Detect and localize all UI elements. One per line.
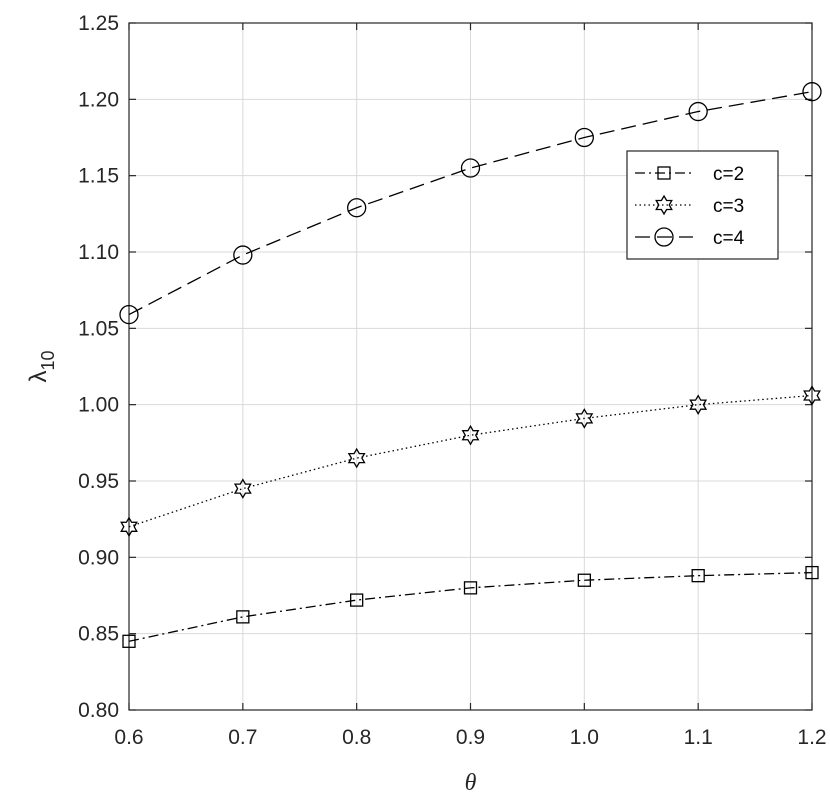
data-point	[802, 82, 822, 102]
data-point	[575, 408, 594, 429]
y-axis-title-subscript: 10	[38, 350, 58, 370]
data-point	[236, 610, 250, 624]
legend-item: c=3	[635, 194, 744, 217]
data-point	[691, 569, 705, 583]
x-tick-label: 0.7	[228, 726, 257, 749]
data-point	[463, 581, 478, 595]
legend-item: c=2	[635, 164, 744, 185]
legend-label: c=3	[713, 196, 744, 217]
data-point	[577, 573, 591, 587]
data-point	[574, 127, 594, 148]
y-tick-label: 0.95	[78, 470, 119, 493]
legend: c=2 c=3 c=4	[626, 150, 779, 260]
y-tick-label: 1.20	[78, 88, 119, 111]
y-tick-label: 1.10	[78, 241, 119, 264]
grid	[128, 22, 813, 711]
data-point	[803, 385, 821, 406]
y-tick-label: 1.00	[78, 394, 119, 417]
x-tick-label: 0.6	[114, 726, 143, 749]
y-axis-title: λ10	[25, 350, 58, 382]
data-point	[122, 634, 136, 648]
series-c=3	[120, 385, 821, 538]
data-point	[347, 447, 366, 469]
x-axis-title: θ	[465, 770, 477, 796]
data-point	[461, 424, 480, 446]
y-tick-label: 1.05	[78, 317, 119, 340]
y-tick-label: 0.80	[78, 699, 119, 722]
data-point	[233, 478, 252, 499]
y-tick-label: 1.15	[78, 165, 119, 188]
y-axis-title-main: λ	[25, 371, 52, 383]
data-point	[119, 304, 139, 325]
series-layer	[119, 82, 822, 648]
series-line	[128, 571, 813, 642]
series-c=4	[119, 82, 822, 325]
legend-marker	[654, 227, 674, 247]
data-point	[233, 245, 253, 265]
legend-marker	[655, 194, 673, 216]
y-tick-label: 0.85	[78, 623, 119, 646]
y-tick-label: 1.25	[78, 12, 119, 35]
legend-box	[626, 150, 779, 260]
data-point	[460, 158, 481, 178]
x-tick-label: 1.2	[797, 726, 826, 749]
legend-item: c=4	[635, 227, 745, 249]
data-point	[689, 394, 708, 415]
data-point	[805, 565, 819, 580]
series-c=2	[122, 565, 819, 648]
data-point	[688, 101, 708, 122]
series-line	[128, 91, 813, 316]
legend-label: c=4	[713, 228, 745, 249]
x-tick-label: 0.8	[342, 726, 371, 749]
x-tick-label: 1.0	[570, 726, 599, 749]
data-point	[347, 198, 367, 218]
x-tick-label: 0.9	[456, 726, 485, 749]
y-tick-label: 0.90	[78, 546, 119, 569]
data-point	[120, 516, 138, 538]
legend-marker	[657, 166, 671, 180]
data-point	[350, 593, 364, 607]
x-tick-label: 1.1	[684, 726, 713, 749]
axis-ticks: 0.6 0.7 0.8 0.9 1.0 1.1 1.2 0.80 0.85 0.90 0.95 1.0…	[78, 12, 826, 749]
legend-label: c=2	[713, 164, 744, 185]
